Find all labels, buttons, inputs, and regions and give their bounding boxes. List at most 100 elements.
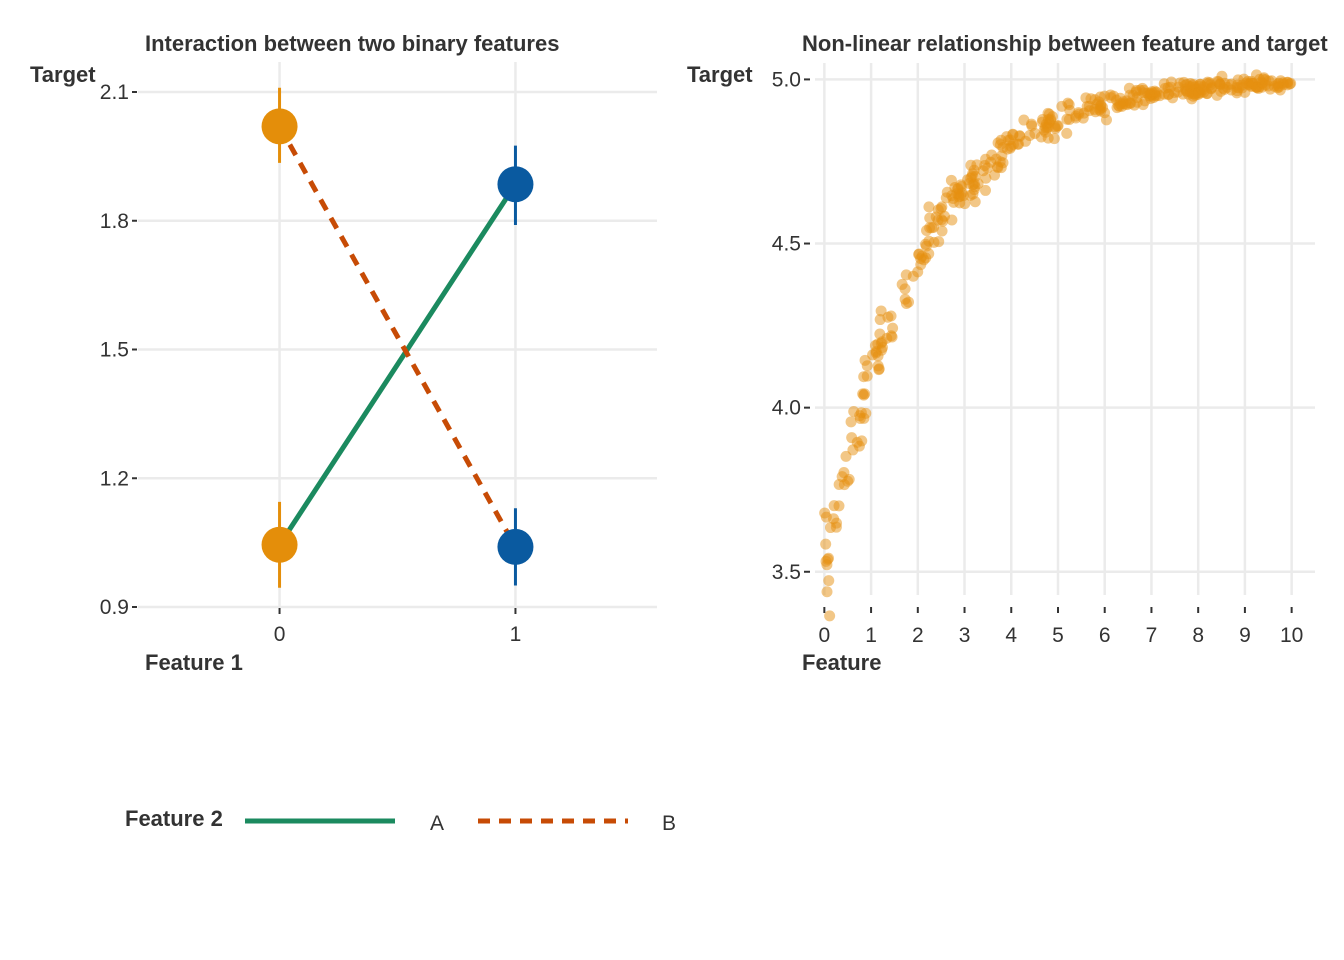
chart1-series-line-b xyxy=(277,125,518,549)
chart2-point xyxy=(819,507,831,519)
chart2-point xyxy=(1007,138,1019,150)
chart2-y-axis-title: Target xyxy=(687,62,753,87)
chart1-title: Interaction between two binary features xyxy=(145,31,559,56)
chart2-y-tick-label: 4.5 xyxy=(772,233,801,256)
chart2-point xyxy=(875,305,887,317)
chart2-point xyxy=(821,586,833,598)
chart1-axis-ticks: 0.9 1.2 1.5 1.8 2.1 0 1 xyxy=(100,81,522,646)
chart2-point xyxy=(845,416,857,428)
chart2-point xyxy=(1134,84,1146,96)
chart2-point xyxy=(1174,77,1186,89)
chart2-point xyxy=(885,330,897,342)
chart2-point xyxy=(1162,88,1174,100)
chart2-scatter-points xyxy=(819,69,1297,622)
chart1-y-tick-label: 1.2 xyxy=(100,467,129,490)
chart2-x-tick-label: 7 xyxy=(1146,624,1158,647)
chart2-x-tick-label: 10 xyxy=(1280,624,1303,647)
chart2-point xyxy=(1262,80,1274,92)
chart2-point xyxy=(1131,96,1143,108)
chart2-point xyxy=(828,513,840,525)
chart2-point xyxy=(1048,133,1060,145)
chart2-point xyxy=(873,364,885,376)
chart2-point xyxy=(820,555,832,567)
chart1-points xyxy=(261,87,534,588)
interaction-chart: Interaction between two binary features … xyxy=(30,31,657,675)
chart2-point xyxy=(1281,76,1293,88)
chart2-point xyxy=(820,538,832,550)
chart2-point xyxy=(948,196,960,208)
nonlinear-chart: Non-linear relationship between feature … xyxy=(687,31,1328,675)
chart2-point xyxy=(1036,116,1048,128)
chart2-point xyxy=(1099,90,1111,102)
chart2-point xyxy=(1123,82,1135,94)
chart2-x-tick-label: 5 xyxy=(1052,624,1064,647)
chart2-point xyxy=(1026,120,1038,132)
chart2-point xyxy=(854,413,866,425)
chart2-point xyxy=(1061,127,1073,139)
chart2-point xyxy=(1158,78,1170,90)
legend: Feature 2 A B xyxy=(125,806,676,835)
chart2-point xyxy=(1061,113,1073,125)
chart1-point xyxy=(261,526,298,563)
chart2-point xyxy=(1063,99,1075,111)
chart1-y-tick-label: 1.8 xyxy=(100,210,129,233)
chart2-point xyxy=(1108,90,1120,102)
chart2-point xyxy=(977,165,989,177)
chart2-point xyxy=(1081,101,1093,113)
chart2-point xyxy=(923,201,935,213)
chart2-point xyxy=(923,235,935,247)
legend-title: Feature 2 xyxy=(125,806,223,831)
chart2-point xyxy=(936,225,948,237)
legend-label-a: A xyxy=(430,812,444,835)
chart2-point xyxy=(967,178,979,190)
chart1-series-lines xyxy=(277,125,518,549)
chart2-point xyxy=(824,610,836,622)
chart2-point xyxy=(1070,110,1082,122)
chart2-point xyxy=(847,444,859,456)
chart2-x-tick-label: 2 xyxy=(912,624,924,647)
chart2-x-axis-title: Feature xyxy=(802,650,881,675)
chart2-point xyxy=(946,214,958,226)
chart2-point xyxy=(823,575,835,587)
chart1-point xyxy=(497,528,534,565)
chart2-point xyxy=(896,278,908,290)
chart2-y-tick-label: 4.0 xyxy=(772,397,801,420)
chart2-point xyxy=(969,196,981,208)
chart2-point xyxy=(1216,70,1228,82)
chart1-point xyxy=(497,166,534,203)
chart2-x-tick-label: 3 xyxy=(959,624,971,647)
chart1-series-line-a xyxy=(277,182,518,547)
chart2-point xyxy=(923,248,935,260)
chart2-gridlines xyxy=(815,63,1315,595)
chart2-title: Non-linear relationship between feature … xyxy=(802,31,1328,56)
chart2-point xyxy=(990,153,1002,165)
chart2-point xyxy=(953,189,965,201)
chart2-point xyxy=(903,296,915,308)
chart2-point xyxy=(979,184,991,196)
chart2-point xyxy=(859,354,871,366)
chart2-point xyxy=(1193,86,1205,98)
chart2-point xyxy=(1100,114,1112,126)
chart2-point xyxy=(1043,108,1055,120)
chart2-point xyxy=(857,388,869,400)
chart2-point xyxy=(1143,90,1155,102)
chart2-point xyxy=(840,450,852,462)
chart2-point xyxy=(1114,98,1126,110)
chart2-x-tick-label: 8 xyxy=(1192,624,1204,647)
chart2-x-tick-label: 9 xyxy=(1239,624,1251,647)
chart2-point xyxy=(913,248,925,260)
chart2-point xyxy=(861,370,873,382)
chart2-axis-ticks: 3.5 4.0 4.5 5.0 0 1 2 3 4 5 6 7 8 9 10 xyxy=(772,68,1304,647)
chart2-point xyxy=(992,162,1004,174)
chart1-x-axis-title: Feature 1 xyxy=(145,650,243,675)
chart2-point xyxy=(1177,88,1189,100)
chart1-y-tick-label: 1.5 xyxy=(100,339,129,362)
chart2-point xyxy=(1251,82,1263,94)
chart2-point xyxy=(842,475,854,487)
chart2-point xyxy=(856,435,868,447)
chart2-point xyxy=(926,222,938,234)
chart2-x-tick-label: 1 xyxy=(865,624,877,647)
chart2-y-tick-label: 3.5 xyxy=(772,561,801,584)
chart2-x-tick-label: 6 xyxy=(1099,624,1111,647)
